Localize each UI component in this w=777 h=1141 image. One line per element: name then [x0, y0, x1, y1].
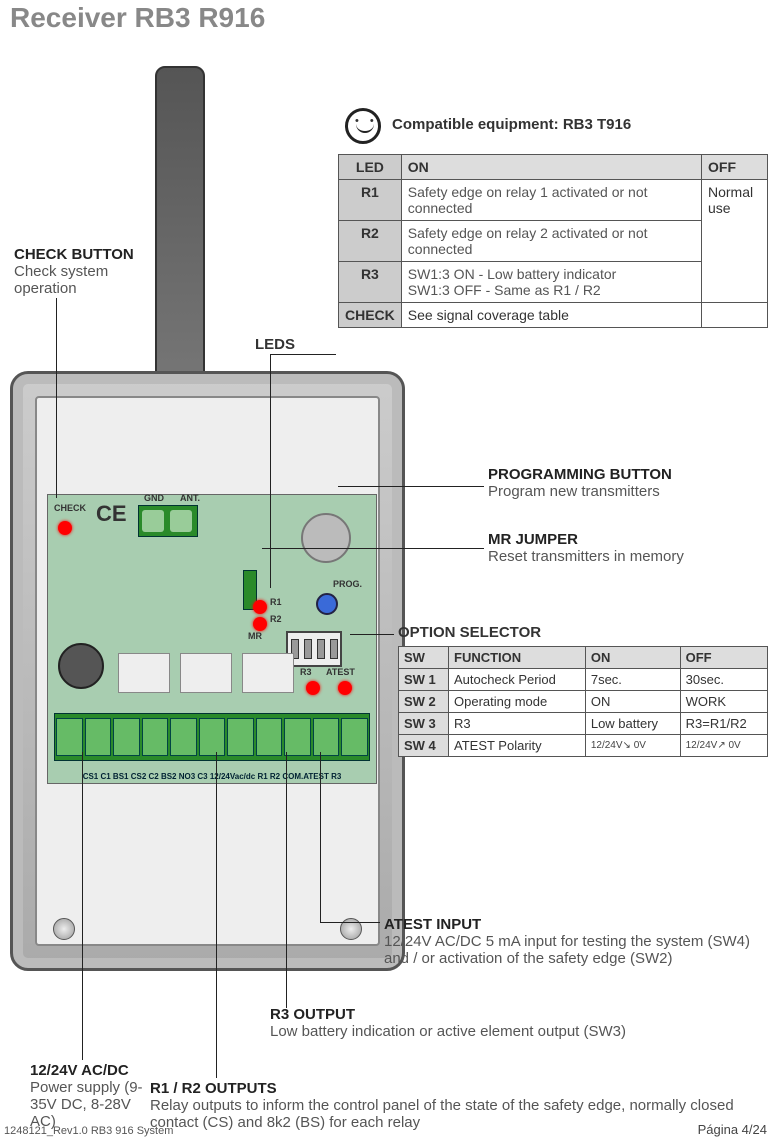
- antenna-terminal: [138, 505, 198, 537]
- pcb-label-ant: ANT.: [180, 493, 200, 503]
- terminal-labels: CS1 C1 BS1 CS2 C2 BS2 NO3 C3 12/24Vac/dc…: [48, 772, 376, 781]
- relay-2: [180, 653, 232, 693]
- led-r3: [306, 681, 320, 695]
- buzzer: [301, 513, 351, 563]
- output-terminal: [54, 713, 370, 761]
- callout-check-button: CHECK BUTTON Check system operation: [14, 246, 164, 297]
- smiley-icon: [345, 108, 381, 144]
- relay-3: [242, 653, 294, 693]
- led-r1: [253, 600, 267, 614]
- dip-switch[interactable]: [286, 631, 342, 667]
- leds-label: LEDS: [255, 336, 295, 353]
- relay-1: [118, 653, 170, 693]
- pcb-label-gnd: GND: [144, 493, 164, 503]
- led-table: LEDONOFF R1Safety edge on relay 1 activa…: [338, 154, 768, 328]
- pcb-label-check: CHECK: [54, 503, 86, 513]
- prog-button[interactable]: [316, 593, 338, 615]
- callout-r3-output: R3 OUTPUT Low battery indication or acti…: [270, 1006, 770, 1040]
- callout-programming-button: PROGRAMMING BUTTON Program new transmitt…: [488, 466, 672, 500]
- compatible-equipment: Compatible equipment: RB3 T916: [392, 116, 631, 133]
- pcb-label-r3: R3: [300, 667, 312, 677]
- enclosure: CHECK CE GND ANT. PROG. R1 R2 MR: [10, 371, 405, 971]
- led-atest: [338, 681, 352, 695]
- page-title: Receiver RB3 R916: [0, 0, 777, 36]
- led-r2: [253, 617, 267, 631]
- footer-left: 1248121_Rev1.0 RB3 916 System: [4, 1125, 173, 1137]
- footer-right: Página 4/24: [698, 1122, 767, 1137]
- ce-mark: CE: [96, 501, 127, 527]
- screw-icon: [53, 918, 75, 940]
- pcb-label-r2: R2: [270, 614, 282, 624]
- option-selector-label: OPTION SELECTOR: [398, 624, 541, 641]
- pcb-label-mr: MR: [248, 631, 262, 641]
- option-table: SWFUNCTIONONOFF SW 1Autocheck Period7sec…: [398, 646, 768, 757]
- pcb: CHECK CE GND ANT. PROG. R1 R2 MR: [47, 494, 377, 784]
- pcb-label-r1: R1: [270, 597, 282, 607]
- antenna: [155, 66, 205, 396]
- callout-atest-input: ATEST INPUT 12/24V AC/DC 5 mA input for …: [384, 916, 764, 967]
- led-check: [58, 521, 72, 535]
- callout-power: 12/24V AC/DC Power supply (9-35V DC, 8-2…: [30, 1062, 150, 1130]
- callout-mr-jumper: MR JUMPER Reset transmitters in memory: [488, 531, 684, 565]
- pcb-label-prog: PROG.: [333, 579, 362, 589]
- pcb-label-atest: ATEST: [326, 667, 355, 677]
- capacitor: [58, 643, 104, 689]
- callout-r1r2-outputs: R1 / R2 OUTPUTS Relay outputs to inform …: [150, 1080, 760, 1131]
